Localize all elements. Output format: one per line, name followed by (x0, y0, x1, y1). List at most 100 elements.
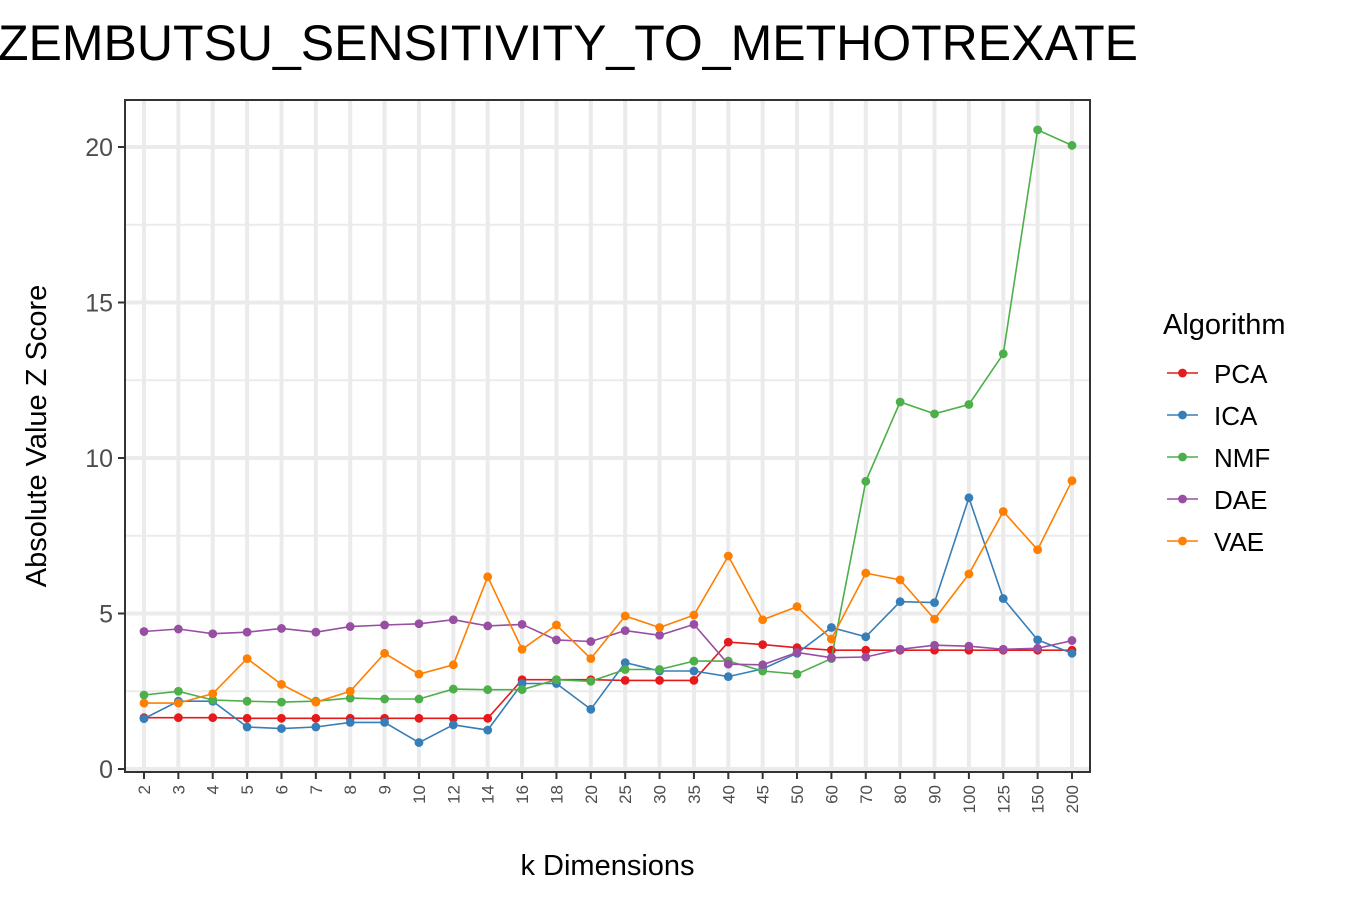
legend-key-point-ica (1178, 410, 1187, 420)
data-point-vae (311, 697, 321, 707)
data-point-pca (689, 675, 699, 685)
data-point-nmf (792, 669, 802, 679)
series-line-nmf (143, 128, 1073, 703)
data-point-dae (277, 624, 286, 633)
data-point-dae (173, 624, 183, 634)
data-point-ica (895, 597, 905, 607)
x-tick-label: 9 (376, 785, 395, 794)
x-tick-label: 18 (547, 785, 566, 804)
chart-title-container: ZEMBUTSU_SENSITIVITY_TO_METHOTREXATE (0, 14, 1350, 74)
data-point-dae (655, 630, 664, 640)
legend-key-point-nmf (1178, 452, 1187, 462)
data-point-nmf (448, 684, 458, 694)
data-point-dae (861, 652, 871, 662)
data-point-vae (930, 614, 939, 624)
x-tick-label: 90 (926, 785, 945, 804)
data-point-vae (861, 568, 871, 578)
data-point-nmf (173, 686, 183, 696)
data-point-nmf (139, 690, 149, 700)
data-point-pca (483, 713, 493, 723)
data-point-dae (998, 644, 1008, 654)
data-point-dae (448, 615, 458, 625)
legend: Algorithm PCA ICA NMF DAE VAE (1163, 309, 1286, 557)
data-point-vae (139, 698, 149, 708)
data-point-vae (827, 634, 836, 644)
x-tick-label: 6 (272, 785, 291, 794)
data-point-dae (930, 640, 939, 650)
data-point-nmf (586, 676, 596, 686)
data-point-ica (1033, 635, 1043, 645)
data-point-pca (655, 675, 664, 685)
data-point-dae (827, 653, 836, 663)
data-point-vae (998, 507, 1008, 516)
x-tick-label: 7 (307, 785, 326, 794)
data-point-dae (723, 659, 733, 669)
data-point-vae (277, 680, 286, 689)
y-tick-label: 10 (85, 445, 113, 473)
x-tick-label: 4 (204, 785, 223, 794)
x-tick-label: 12 (444, 785, 463, 804)
data-point-vae (895, 575, 905, 585)
data-point-pca (758, 640, 768, 649)
data-point-nmf (1067, 141, 1077, 150)
data-point-dae (208, 629, 218, 639)
data-point-ica (139, 714, 149, 724)
data-point-vae (345, 686, 355, 696)
data-point-vae (208, 689, 218, 699)
series-line-pca (144, 641, 1072, 720)
data-point-nmf (414, 694, 424, 704)
data-point-ica (723, 672, 733, 682)
data-point-dae (1033, 643, 1043, 653)
data-point-dae (483, 621, 493, 631)
data-point-dae (895, 644, 905, 654)
data-point-vae (380, 648, 389, 658)
data-point-vae (655, 623, 664, 632)
data-point-dae (414, 619, 424, 629)
data-point-dae (345, 622, 355, 631)
data-point-vae (758, 615, 768, 625)
legend-key-point-vae (1178, 536, 1187, 546)
data-point-dae (758, 660, 768, 670)
data-point-dae (964, 641, 974, 651)
data-point-nmf (1033, 125, 1043, 135)
data-point-vae (620, 611, 630, 621)
x-tick-label: 20 (582, 785, 601, 804)
data-point-nmf (345, 693, 355, 703)
data-point-pca (620, 675, 630, 685)
data-point-pca (861, 645, 871, 655)
x-tick-label: 30 (651, 785, 670, 804)
x-tick-label: 80 (891, 785, 910, 804)
data-point-ica (414, 738, 424, 747)
data-point-ica (345, 717, 355, 727)
legend-key-point-pca (1178, 368, 1187, 378)
data-point-pca (414, 713, 424, 723)
x-tick-label: 8 (341, 785, 360, 794)
data-point-ica (586, 704, 596, 714)
data-point-ica (483, 725, 493, 735)
data-point-ica (1067, 648, 1077, 658)
x-tick-label: 70 (857, 785, 876, 804)
x-tick-label: 10 (410, 785, 429, 804)
legend-label-dae: DAE (1214, 485, 1267, 515)
data-point-pca (173, 713, 183, 723)
data-point-vae (448, 660, 458, 670)
data-point-ica (998, 594, 1008, 603)
data-point-ica (689, 666, 699, 676)
data-point-nmf (380, 694, 389, 704)
y-axis-label: Absolute Value Z Score (21, 285, 53, 588)
data-point-ica (517, 679, 527, 688)
legend-label-pca: PCA (1214, 359, 1268, 389)
series-lines (139, 125, 1077, 747)
y-tick-label: 15 (85, 290, 113, 318)
data-point-vae (586, 654, 596, 663)
data-point-pca (208, 713, 218, 723)
data-point-nmf (930, 409, 939, 419)
data-point-ica (930, 598, 939, 608)
data-point-dae (380, 620, 389, 630)
x-tick-label: 50 (788, 785, 807, 804)
y-tick-label: 0 (99, 756, 113, 784)
x-tick-label: 3 (169, 785, 188, 794)
data-point-nmf (517, 685, 527, 695)
